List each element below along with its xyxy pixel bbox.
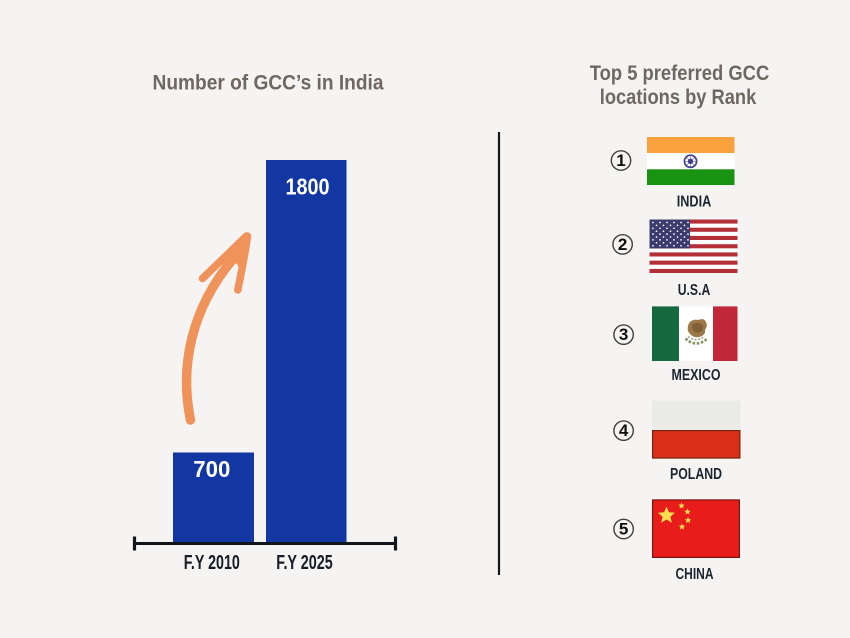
svg-text:POLAND: POLAND (670, 466, 722, 483)
svg-text:Top 5 preferred GCC: Top 5 preferred GCC (590, 61, 770, 85)
svg-text:locations by Rank: locations by Rank (600, 85, 757, 109)
svg-text:700: 700 (193, 456, 230, 482)
svg-text:CHINA: CHINA (676, 566, 714, 583)
svg-text:2: 2 (618, 235, 627, 254)
svg-text:MEXICO: MEXICO (672, 367, 721, 384)
svg-text:F.Y 2025: F.Y 2025 (276, 552, 333, 574)
svg-text:F.Y 2010: F.Y 2010 (184, 552, 240, 574)
svg-text:3: 3 (619, 325, 628, 344)
svg-text:1: 1 (616, 151, 625, 170)
svg-text:5: 5 (619, 520, 628, 539)
svg-text:U.S.A: U.S.A (678, 282, 711, 299)
svg-text:INDIA: INDIA (677, 193, 712, 210)
svg-text:1800: 1800 (286, 174, 330, 200)
svg-text:Number of GCC’s in India: Number of GCC’s in India (153, 72, 384, 95)
svg-text:4: 4 (619, 421, 629, 440)
